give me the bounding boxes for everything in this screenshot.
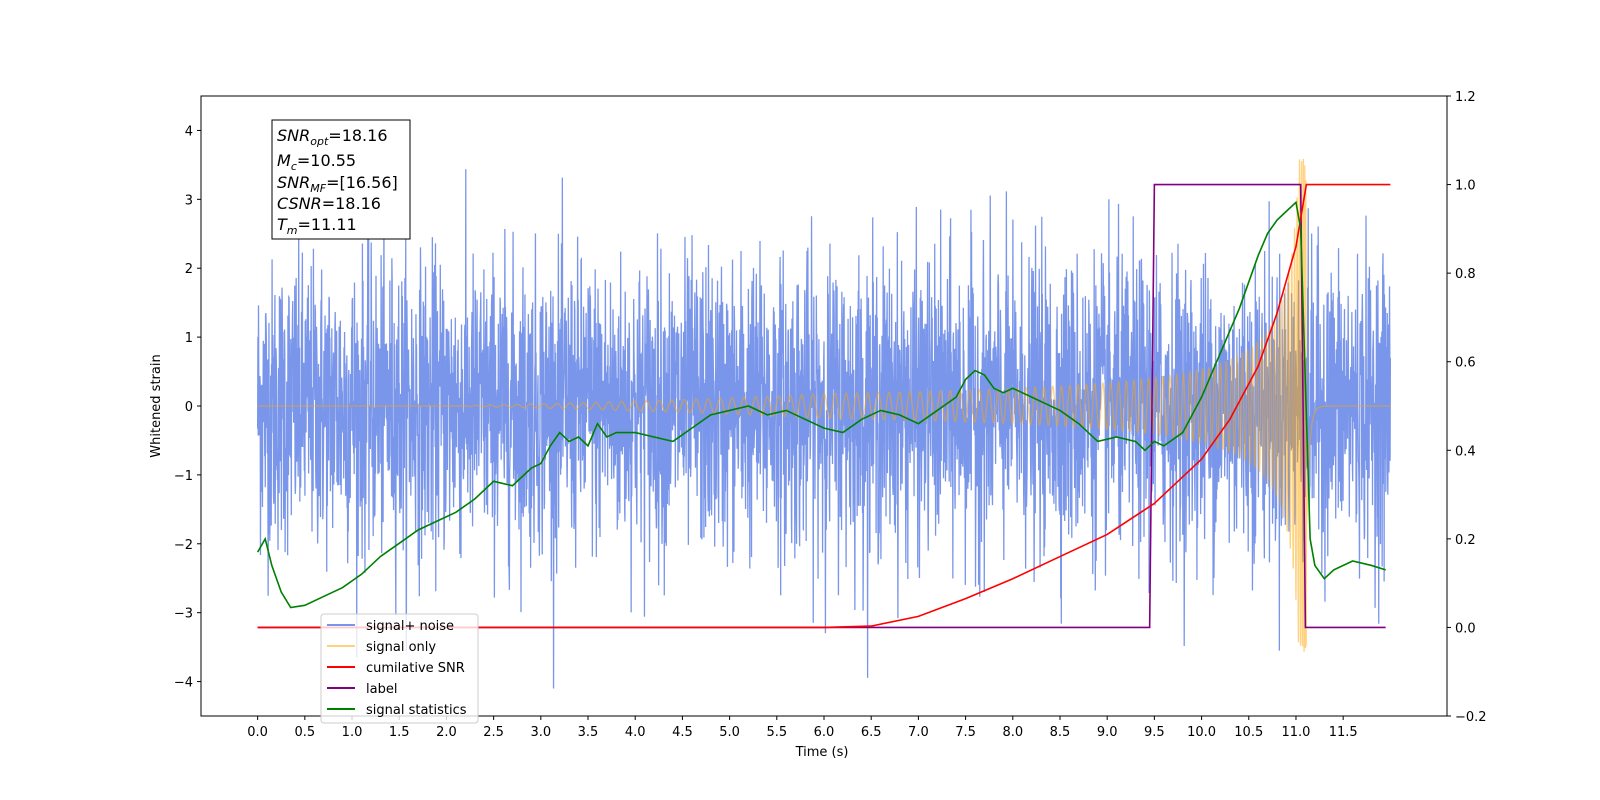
x-tick-label: 0.0 [247, 725, 268, 740]
x-tick-label: 1.5 [389, 725, 410, 740]
y-tick-label: 2 [185, 262, 193, 277]
x-tick-label: 1.0 [342, 725, 363, 740]
legend-label-signal-statistics: signal statistics [366, 703, 467, 718]
series-signal-statistics [256, 200, 1386, 609]
x-tick-label: 11.5 [1329, 725, 1358, 740]
y-tick-label: 4 [185, 124, 193, 139]
annotation-mc: Mc=10.55 [277, 151, 356, 173]
annotation-tm: Tm=11.11 [277, 215, 357, 237]
y-axis-right: 1.2 1.0 0.8 0.6 0.4 0.2 0.0 −0.2 [1447, 90, 1487, 725]
legend-label-signal-noise: signal+ noise [366, 619, 454, 634]
y-tick-label: 1 [185, 331, 193, 346]
x-tick-label: 3.0 [530, 725, 551, 740]
x-tick-label: 7.0 [908, 725, 929, 740]
y2-tick-label: 0.4 [1455, 444, 1476, 459]
x-tick-label: 11.0 [1281, 725, 1310, 740]
x-tick-label: 4.0 [625, 725, 646, 740]
annotation-snr-opt: SNRopt=18.16 [277, 126, 388, 148]
annotation-snr-mf: SNRMF=[16.56] [277, 173, 398, 195]
annotation-csnr: CSNR=18.16 [277, 194, 381, 213]
x-tick-label: 8.5 [1050, 725, 1071, 740]
x-tick-label: 9.5 [1144, 725, 1165, 740]
y2-tick-label: 0.0 [1455, 621, 1476, 636]
x-tick-label: 2.0 [436, 725, 457, 740]
x-tick-label: 9.0 [1097, 725, 1118, 740]
x-tick-label: 5.0 [719, 725, 740, 740]
y2-tick-label: 1.0 [1455, 179, 1476, 194]
legend-label-cumulative-snr: cumilative SNR [366, 661, 465, 676]
legend-frame [320, 613, 479, 724]
y-axis-label: Whitened strain [149, 354, 164, 457]
y2-tick-label: 0.2 [1455, 533, 1476, 548]
x-axis-label: Time (s) [795, 745, 849, 760]
x-tick-label: 6.5 [861, 725, 882, 740]
series-label [257, 183, 1386, 629]
y2-tick-label: 0.8 [1455, 267, 1476, 282]
x-tick-label: 7.5 [955, 725, 976, 740]
x-tick-label: 3.5 [578, 725, 599, 740]
y-tick-label: −4 [174, 676, 193, 691]
y2-tick-label: −0.2 [1455, 710, 1487, 725]
series-signal-only [257, 158, 1391, 652]
y2-tick-label: 1.2 [1455, 90, 1476, 105]
legend: signal+ noise signal only cumilative SNR… [320, 613, 479, 724]
y-tick-label: 0 [185, 400, 193, 415]
series-layer [256, 158, 1392, 689]
legend-label-signal-only: signal only [366, 640, 436, 655]
y-tick-label: −1 [174, 469, 193, 484]
x-tick-label: 5.5 [766, 725, 787, 740]
annotation-box: SNRopt=18.16 Mc=10.55 SNRMF=[16.56] CSNR… [271, 119, 411, 240]
x-tick-label: 0.5 [294, 725, 315, 740]
y2-tick-label: 0.6 [1455, 356, 1476, 371]
legend-label-label: label [366, 682, 397, 697]
y-tick-label: 3 [185, 193, 193, 208]
y-axis-left: 4 3 2 1 0 −1 −2 −3 −4 [174, 124, 201, 691]
x-tick-label: 6.0 [814, 725, 835, 740]
x-tick-label: 8.0 [1002, 725, 1023, 740]
y-tick-label: −2 [174, 538, 193, 553]
x-tick-label: 2.5 [483, 725, 504, 740]
x-tick-label: 10.5 [1234, 725, 1263, 740]
x-tick-label: 10.0 [1187, 725, 1216, 740]
x-axis: 0.0 0.5 1.0 1.5 2.0 2.5 3.0 3.5 4.0 4.5 5.0 5.5 6.0 6… [247, 716, 1358, 740]
x-tick-label: 4.5 [672, 725, 693, 740]
y-tick-label: −3 [174, 607, 193, 622]
